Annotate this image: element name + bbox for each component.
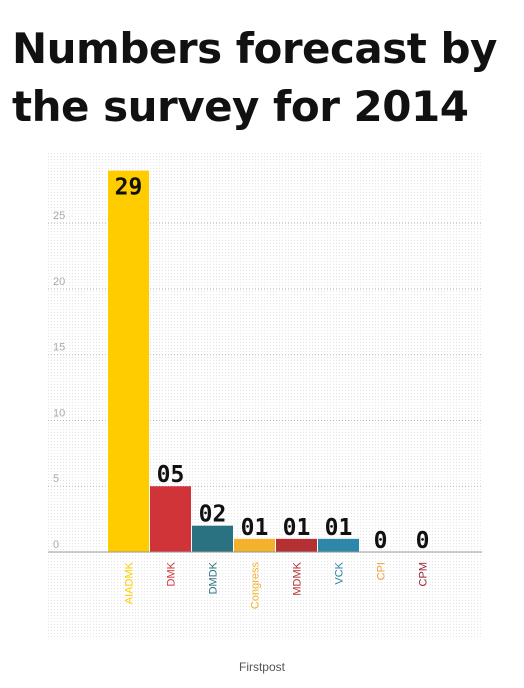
data-label-congress: 01 bbox=[241, 515, 269, 541]
data-labels: 29 05 02 01 01 01 0 0 bbox=[115, 175, 430, 554]
y-tick-label: 15 bbox=[53, 342, 65, 354]
bar-congress bbox=[234, 538, 275, 552]
bar-aiadmk bbox=[108, 170, 149, 552]
source-credit: Firstpost bbox=[238, 660, 285, 674]
bar-mdmk bbox=[276, 538, 317, 552]
bar-dmdk bbox=[192, 525, 233, 552]
y-tick-labels: 0 5 10 15 20 25 bbox=[53, 210, 65, 551]
y-tick-label: 5 bbox=[53, 473, 59, 485]
x-tick-label-cpm: CPM bbox=[418, 562, 430, 586]
bars bbox=[108, 170, 359, 552]
y-tick-label: 25 bbox=[53, 210, 65, 222]
data-label-cpm: 0 bbox=[416, 528, 430, 554]
x-tick-label-cpi: CPI bbox=[376, 562, 388, 580]
bar-dmk bbox=[150, 486, 191, 552]
y-tick-label: 10 bbox=[53, 407, 65, 419]
y-tick-label: 0 bbox=[53, 539, 59, 551]
data-label-aiadmk: 29 bbox=[115, 175, 143, 201]
y-tick-label: 20 bbox=[53, 276, 65, 288]
data-label-mdmk: 01 bbox=[283, 515, 311, 541]
x-tick-label-mdmk: MDMK bbox=[292, 561, 304, 595]
x-tick-label-dmdk: DMDK bbox=[208, 561, 220, 594]
data-label-dmdk: 02 bbox=[199, 502, 227, 528]
x-tick-label-congress: Congress bbox=[250, 562, 262, 610]
data-label-dmk: 05 bbox=[157, 462, 185, 488]
x-tick-label-vck: VCK bbox=[334, 561, 346, 584]
x-tick-labels: AIADMK DMK DMDK Congress MDMK VCK CPI CPM bbox=[124, 561, 430, 609]
data-label-vck: 01 bbox=[325, 515, 353, 541]
x-tick-label-dmk: DMK bbox=[166, 561, 178, 586]
bar-vck bbox=[318, 538, 359, 552]
chart-title: Numbers forecast by the survey for 2014 bbox=[12, 24, 497, 131]
data-label-cpi: 0 bbox=[374, 528, 388, 554]
x-tick-label-aiadmk: AIADMK bbox=[124, 561, 136, 604]
